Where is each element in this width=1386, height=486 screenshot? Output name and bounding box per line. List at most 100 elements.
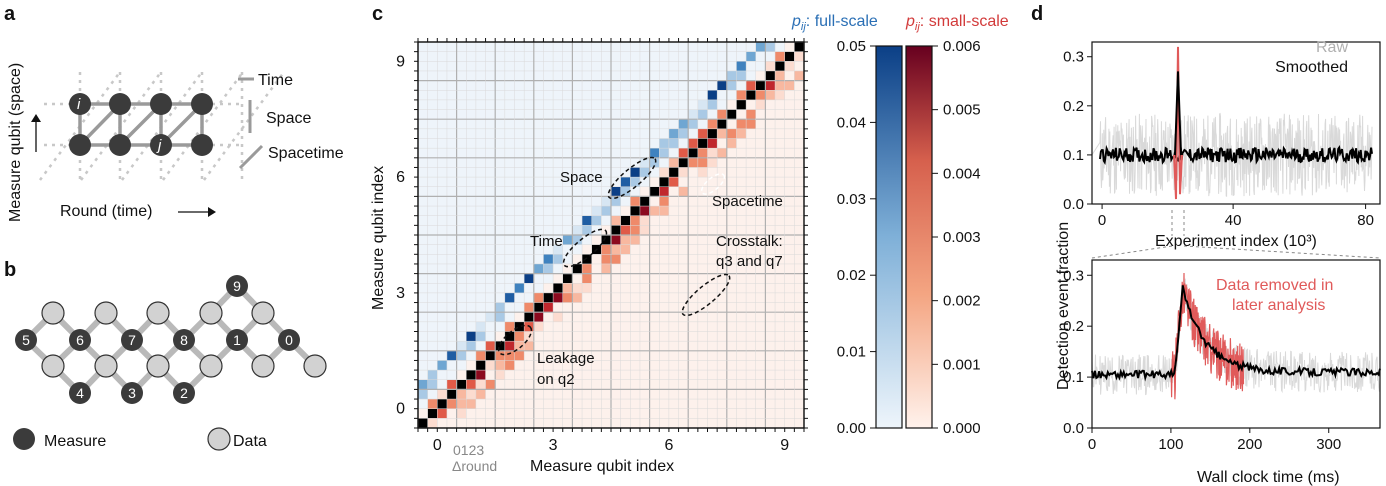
matrix-cell-diag	[553, 283, 563, 293]
matrix-cell-bg	[659, 51, 669, 62]
matrix-cell-bg	[524, 148, 534, 158]
matrix-cell-bg	[678, 109, 689, 120]
matrix-cell-red	[495, 350, 505, 361]
matrix-cell-bg	[553, 177, 563, 187]
matrix-cell-red	[775, 70, 785, 81]
removed-spike	[1173, 46, 1183, 200]
matrix-cell-bg	[639, 80, 650, 91]
matrix-cell-bg	[543, 61, 554, 71]
measure-qubit-6	[69, 329, 91, 351]
cbar-full-tick-label: 0.04	[837, 114, 866, 131]
matrix-cell-bg	[466, 292, 476, 303]
matrix-cell-bg	[601, 109, 611, 120]
matrix-cell-red-upper	[504, 321, 515, 332]
matrix-cell-bg	[553, 157, 563, 168]
matrix-cell-time	[475, 331, 486, 342]
matrix-cell-bg	[475, 206, 486, 216]
matrix-cell-bg	[466, 148, 476, 158]
matrix-cell-time	[427, 379, 438, 390]
matrix-cell-bg	[543, 42, 554, 52]
matrix-cell-bg	[601, 99, 611, 110]
matrix-cell-bg	[533, 128, 544, 139]
matrix-cell-bg	[533, 119, 544, 129]
matrix-cell-bg	[504, 157, 515, 168]
matrix-cell-bg	[562, 225, 573, 235]
matrix-cell-bg	[504, 42, 515, 52]
matrix-cell-red	[639, 225, 650, 235]
matrix-cell-bg	[707, 42, 718, 52]
matrix-cell-bg	[437, 186, 447, 197]
matrix-cell-space	[466, 331, 476, 342]
matrix-cell-bg	[562, 138, 573, 149]
matrix-cell-red	[427, 418, 438, 428]
matrix-cell-bg	[427, 42, 438, 52]
matrix-cell-bg	[524, 138, 534, 149]
matrix-cell-bg	[466, 283, 476, 293]
matrix-cell-bg	[485, 283, 496, 293]
matrix-cell-space	[591, 206, 602, 216]
matrix-cell-bg	[466, 119, 476, 129]
annotation-ellipse	[681, 273, 731, 317]
matrix-cell-bg	[485, 321, 496, 332]
matrix-cell-bg	[582, 119, 592, 129]
matrix-cell-bg	[639, 42, 650, 52]
matrix-cell-red	[485, 379, 496, 390]
matrix-cell-bg	[495, 283, 505, 293]
matrix-cell-diag	[562, 273, 573, 284]
matrix-cell-bg	[437, 235, 447, 245]
matrix-cell-bg	[572, 244, 583, 255]
matrix-cell-bg	[572, 186, 583, 197]
matrix-cell-red	[504, 341, 515, 351]
matrix-cell-bg	[611, 61, 621, 71]
matrix-cell-red	[668, 177, 679, 187]
matrix-cell-bg	[649, 167, 660, 178]
bot-y-tick-label: 0.2	[1063, 318, 1084, 335]
annotation-ellipse	[700, 173, 726, 195]
matrix-cell-bg	[456, 196, 467, 207]
matrix-cell-red	[639, 215, 650, 226]
matrix-cell-red-upper	[533, 292, 544, 303]
matrix-cell-diag	[717, 119, 727, 129]
matrix-cell-red	[475, 389, 486, 400]
matrix-cell-diag	[572, 263, 583, 274]
matrix-cell-bg	[446, 42, 457, 52]
matrix-cell-bg	[582, 186, 592, 197]
matrix-cell-bg	[553, 196, 563, 207]
matrix-cell-bg	[485, 51, 496, 62]
matrix-cell-bg	[639, 148, 650, 158]
bot-x-tick-label: 0	[1088, 436, 1096, 453]
matrix-cell-bg	[475, 80, 486, 91]
matrix-cell-bg	[418, 399, 428, 409]
matrix-cell-bg	[533, 99, 544, 110]
matrix-cell-bg	[495, 99, 505, 110]
matrix-cell-bg	[688, 128, 698, 139]
matrix-cell-bg	[418, 148, 428, 158]
matrix-cell-bg	[678, 70, 689, 81]
cbar-small-sym: p	[905, 13, 915, 30]
matrix-cell-bg	[620, 138, 631, 149]
matrix-cell-bg	[466, 157, 476, 168]
matrix-y-tick: 0	[396, 401, 405, 418]
matrix-cell-bg	[514, 177, 525, 187]
matrix-cell-space	[611, 186, 621, 197]
matrix-cell-bg	[437, 321, 447, 332]
matrix-cell-bg	[418, 263, 428, 274]
matrix-cell-bg	[591, 109, 602, 120]
matrix-cell-time	[697, 109, 708, 120]
matrix-cell-bg	[514, 167, 525, 178]
matrix-cell-bg	[427, 254, 438, 264]
matrix-cell-bg	[437, 370, 447, 380]
cbar-full-tick-label: 0.00	[837, 420, 866, 437]
matrix-cell-bg	[562, 206, 573, 216]
matrix-cell-bg	[524, 263, 534, 274]
matrix-cell-red	[601, 244, 611, 255]
matrix-cell-time	[418, 389, 428, 400]
matrix-cell-bg	[543, 235, 554, 245]
matrix-cell-bg	[466, 177, 476, 187]
matrix-cell-bg	[418, 273, 428, 284]
matrix-cell-red-upper	[707, 119, 718, 129]
matrix-cell-red	[446, 399, 457, 409]
matrix-cell-bg	[601, 177, 611, 187]
matrix-cell-bg	[524, 186, 534, 197]
matrix-cell-bg	[446, 206, 457, 216]
